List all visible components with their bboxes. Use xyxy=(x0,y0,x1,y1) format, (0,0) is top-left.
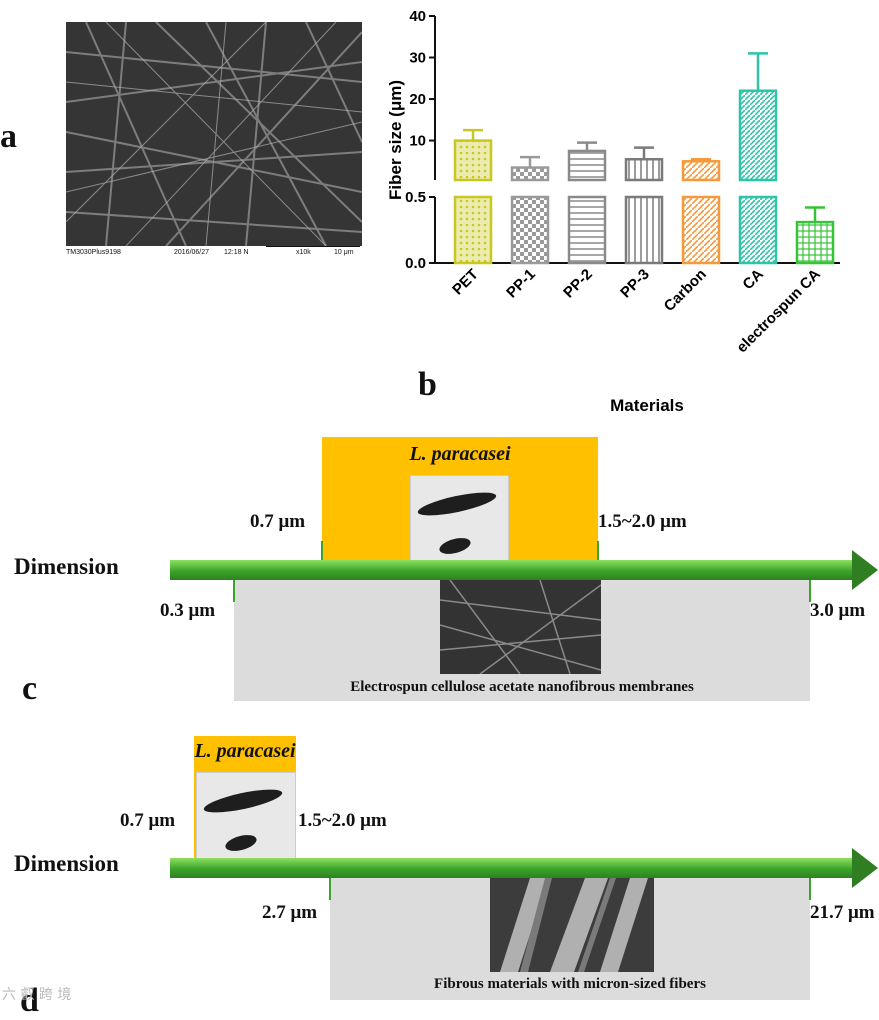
sem-date: 2016/06/27 xyxy=(174,249,210,256)
bar-5-lower xyxy=(738,195,778,265)
organism-label-d: L. paracasei xyxy=(194,740,296,762)
caption-c: Electrospun cellulose acetate nanofibrou… xyxy=(350,679,694,695)
dimension-arrowhead-d xyxy=(852,848,878,888)
bacteria-left-size-c: 0.7 μm xyxy=(250,511,306,532)
tick-c-fiber-right xyxy=(809,580,811,602)
sem-id: TM3030Plus9198 xyxy=(66,249,121,256)
bar-2-lower xyxy=(567,195,607,265)
sem-time: 12:18 N xyxy=(224,249,249,256)
sem-mag: x10k xyxy=(296,249,311,256)
bacteria-micrograph-d xyxy=(196,772,296,860)
dimension-arrow-d xyxy=(170,858,854,878)
bar-4-upper xyxy=(681,160,721,182)
tick-d-fiber-right xyxy=(809,878,811,900)
bar-3-lower xyxy=(624,195,664,265)
y-tick-upper-1: 20 xyxy=(409,91,426,108)
x-tick-label-3: PP-3 xyxy=(617,266,653,302)
fiber-micrograph-c xyxy=(440,580,601,674)
dimension-label-c: Dimension xyxy=(14,554,119,579)
fiber-right-size-c: 3.0 μm xyxy=(810,600,866,621)
watermark: 六 叡 跨 境 xyxy=(2,987,72,1003)
y-tick-upper-0: 10 xyxy=(409,133,426,150)
y-tick-upper-3: 40 xyxy=(409,8,426,25)
sem-meta-bar: TM3030Plus9198 2016/06/27 12:18 N x10k 1… xyxy=(66,246,362,261)
caption-d: Fibrous materials with micron-sized fibe… xyxy=(434,976,706,992)
bar-4-lower xyxy=(681,195,721,265)
y-tick-upper-2: 30 xyxy=(409,50,426,67)
organism-label-c: L. paracasei xyxy=(409,443,511,465)
x-tick-label-2: PP-2 xyxy=(560,266,596,302)
sem-scale: 10 μm xyxy=(334,249,354,256)
tick-d-fiber-left xyxy=(329,878,331,900)
tick-c-bact-right xyxy=(597,541,599,561)
bar-2-upper xyxy=(567,149,607,182)
bar-1-lower xyxy=(510,195,550,265)
panel-label-c: c xyxy=(22,670,38,707)
sem-scale-bar xyxy=(266,246,360,247)
bacteria-micrograph-c xyxy=(410,475,509,561)
bacteria-right-size-c: 1.5~2.0 μm xyxy=(598,511,687,532)
y-axis-label: Fiber size (μm) xyxy=(386,80,405,200)
x-tick-label-1: PP-1 xyxy=(503,266,539,302)
bacteria-left-size-d: 0.7 μm xyxy=(120,810,176,831)
panel-label-b: b xyxy=(418,366,437,403)
dimension-label-d: Dimension xyxy=(14,851,119,876)
y-tick-lower-1: 0.5 xyxy=(405,189,426,206)
bar-1-upper xyxy=(510,166,550,182)
x-tick-label-4: Carbon xyxy=(661,266,710,315)
x-tick-label-0: PET xyxy=(449,266,482,299)
bar-5-upper xyxy=(738,89,778,182)
x-axis-label: Materials xyxy=(610,396,684,415)
fiber-left-size-d: 2.7 μm xyxy=(262,902,318,923)
bar-6-lower xyxy=(795,220,835,265)
y-tick-lower-0: 0.0 xyxy=(405,255,426,272)
bar-3-upper xyxy=(624,157,664,182)
fiber-right-size-d: 21.7 μm xyxy=(810,902,875,923)
tick-c-bact-left xyxy=(321,541,323,561)
bar-0-upper xyxy=(453,139,493,182)
fiber-micrograph-d xyxy=(490,878,654,972)
fiber-left-size-c: 0.3 μm xyxy=(160,600,216,621)
bacteria-right-size-d: 1.5~2.0 μm xyxy=(298,810,387,831)
dimension-arrow-c xyxy=(170,560,854,580)
bar-chart-svg: 0.0 0.5 10 20 30 40 Fiber size (μm) Materials PE… xyxy=(386,8,840,415)
panel-label-a: a xyxy=(0,118,17,155)
bar-chart: 0.0 0.5 10 20 30 40 Fiber size (μm) Materials PE… xyxy=(380,0,879,420)
x-tick-label-5: CA xyxy=(739,266,766,293)
bar-0-lower xyxy=(453,195,493,265)
dimension-arrowhead-c xyxy=(852,550,878,590)
tick-c-fiber-left xyxy=(233,580,235,602)
sem-image-cellulose-acetate xyxy=(66,22,362,246)
